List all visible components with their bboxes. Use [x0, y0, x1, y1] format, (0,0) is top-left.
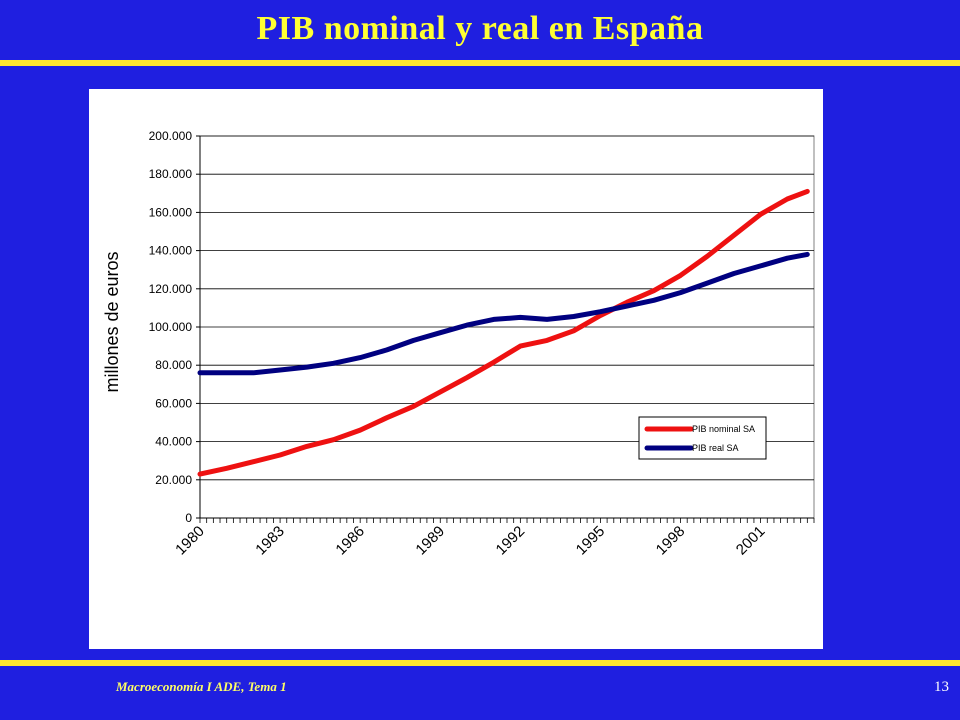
y-tick-label: 160.000: [149, 205, 193, 219]
y-tick-label: 140.000: [149, 244, 193, 258]
y-tick-label: 120.000: [149, 282, 193, 296]
y-tick-label: 0: [185, 511, 192, 525]
y-tick-label: 60.000: [155, 396, 192, 410]
top-rule: [0, 60, 960, 66]
y-tick-label: 200.000: [149, 129, 193, 143]
x-tick-label: 1989: [412, 523, 448, 559]
x-tick-label: 1980: [172, 523, 208, 559]
x-tick-label: 1986: [332, 523, 368, 559]
x-tick-label: 1983: [252, 523, 288, 559]
x-tick-label: 2001: [733, 523, 769, 559]
y-tick-label: 100.000: [149, 320, 193, 334]
y-tick-label: 180.000: [149, 167, 193, 181]
x-tick-label: 1992: [493, 523, 529, 559]
x-tick-label: 1998: [653, 523, 689, 559]
series-line-pib-real: [197, 251, 810, 376]
chart-panel: 0 20.000 40.000 60.000 80.000 100.000 120.000 1…: [89, 89, 823, 649]
slide-title: PIB nominal y real en España: [256, 10, 704, 47]
series-line-pib-nominal: [197, 188, 810, 477]
x-tick-label: 1995: [573, 523, 609, 559]
slide-number: 13: [934, 679, 949, 695]
line-chart: 0 20.000 40.000 60.000 80.000 100.000 120.000 1…: [102, 129, 815, 559]
y-tick-label: 20.000: [155, 473, 192, 487]
y-tick-label: 40.000: [155, 435, 192, 449]
bottom-rule: [0, 660, 960, 666]
legend-box: [638, 416, 767, 460]
legend-label: PIB real SA: [692, 443, 739, 453]
legend-label: PIB nominal SA: [692, 424, 755, 434]
footer-text: Macroeconomía I ADE, Tema 1: [116, 679, 287, 694]
y-axis-label: millones de euros: [102, 251, 122, 392]
y-tick-label: 80.000: [155, 358, 192, 372]
